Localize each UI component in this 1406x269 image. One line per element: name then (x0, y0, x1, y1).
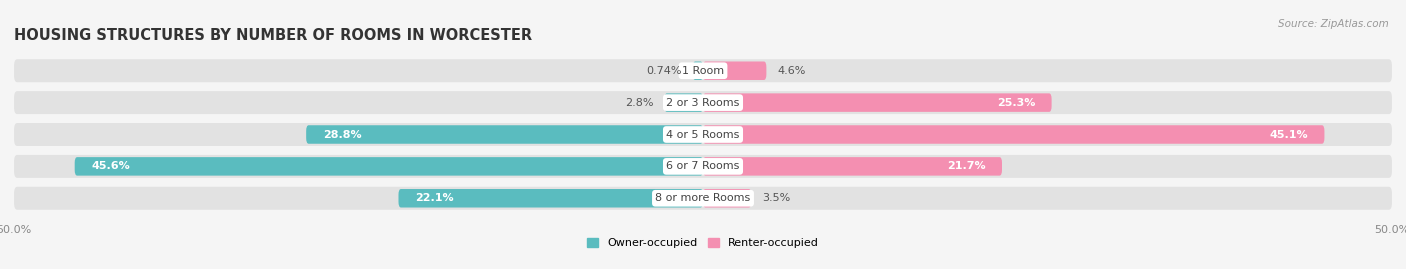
Text: 22.1%: 22.1% (415, 193, 454, 203)
FancyBboxPatch shape (398, 189, 703, 207)
FancyBboxPatch shape (703, 93, 1052, 112)
Text: 6 or 7 Rooms: 6 or 7 Rooms (666, 161, 740, 171)
Text: Source: ZipAtlas.com: Source: ZipAtlas.com (1278, 19, 1389, 29)
Legend: Owner-occupied, Renter-occupied: Owner-occupied, Renter-occupied (582, 234, 824, 253)
Text: 1 Room: 1 Room (682, 66, 724, 76)
Text: 0.74%: 0.74% (647, 66, 682, 76)
Text: HOUSING STRUCTURES BY NUMBER OF ROOMS IN WORCESTER: HOUSING STRUCTURES BY NUMBER OF ROOMS IN… (14, 28, 533, 43)
Text: 45.6%: 45.6% (91, 161, 129, 171)
Text: 2.8%: 2.8% (624, 98, 654, 108)
FancyBboxPatch shape (703, 157, 1002, 176)
FancyBboxPatch shape (14, 123, 1392, 146)
FancyBboxPatch shape (14, 59, 1392, 82)
Text: 8 or more Rooms: 8 or more Rooms (655, 193, 751, 203)
Text: 21.7%: 21.7% (946, 161, 986, 171)
Text: 4.6%: 4.6% (778, 66, 806, 76)
FancyBboxPatch shape (703, 125, 1324, 144)
FancyBboxPatch shape (307, 125, 703, 144)
FancyBboxPatch shape (14, 91, 1392, 114)
Text: 25.3%: 25.3% (997, 98, 1035, 108)
Text: 3.5%: 3.5% (762, 193, 790, 203)
Text: 28.8%: 28.8% (323, 129, 361, 140)
Text: 2 or 3 Rooms: 2 or 3 Rooms (666, 98, 740, 108)
Text: 45.1%: 45.1% (1270, 129, 1308, 140)
FancyBboxPatch shape (703, 62, 766, 80)
FancyBboxPatch shape (693, 62, 703, 80)
FancyBboxPatch shape (14, 155, 1392, 178)
FancyBboxPatch shape (665, 93, 703, 112)
FancyBboxPatch shape (14, 187, 1392, 210)
Text: 4 or 5 Rooms: 4 or 5 Rooms (666, 129, 740, 140)
FancyBboxPatch shape (703, 189, 751, 207)
FancyBboxPatch shape (75, 157, 703, 176)
